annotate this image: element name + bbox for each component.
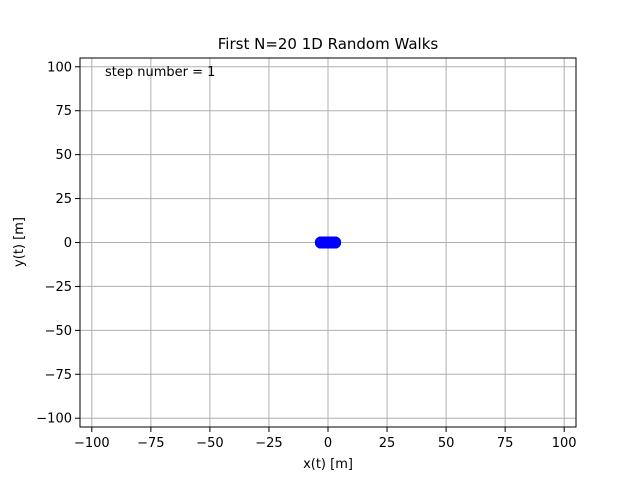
y-tick-label: 75 xyxy=(55,104,72,119)
x-tick-label: 75 xyxy=(497,436,514,451)
walker-point xyxy=(326,236,339,249)
axis-ticks: −100 −75 −50 −25 0 25 50 75 100 −100 −75 −50 −25 0 25 5… xyxy=(36,60,576,451)
x-tick-label: 25 xyxy=(379,436,396,451)
y-tick-label: −75 xyxy=(45,368,72,383)
data-points xyxy=(314,236,342,249)
chart-title: First N=20 1D Random Walks xyxy=(218,35,439,53)
y-tick-label: −100 xyxy=(36,412,72,427)
x-tick-label: −75 xyxy=(137,436,164,451)
x-tick-label: −50 xyxy=(196,436,223,451)
x-axis-label: x(t) [m] xyxy=(303,457,353,472)
y-tick-label: 0 xyxy=(64,236,72,251)
y-tick-label: −50 xyxy=(45,324,72,339)
x-tick-label: 100 xyxy=(552,436,577,451)
walker-point xyxy=(317,236,330,249)
y-axis-label: y(t) [m] xyxy=(12,217,27,267)
y-tick-label: 50 xyxy=(55,148,72,163)
y-tick-label: −25 xyxy=(45,280,72,295)
x-tick-label: −25 xyxy=(255,436,282,451)
y-tick-label: 25 xyxy=(55,192,72,207)
x-tick-label: 0 xyxy=(324,436,332,451)
x-tick-label: −100 xyxy=(74,436,110,451)
step-number-annotation: step number = 1 xyxy=(105,65,215,80)
y-tick-label: 100 xyxy=(47,60,72,75)
x-tick-label: 50 xyxy=(438,436,455,451)
